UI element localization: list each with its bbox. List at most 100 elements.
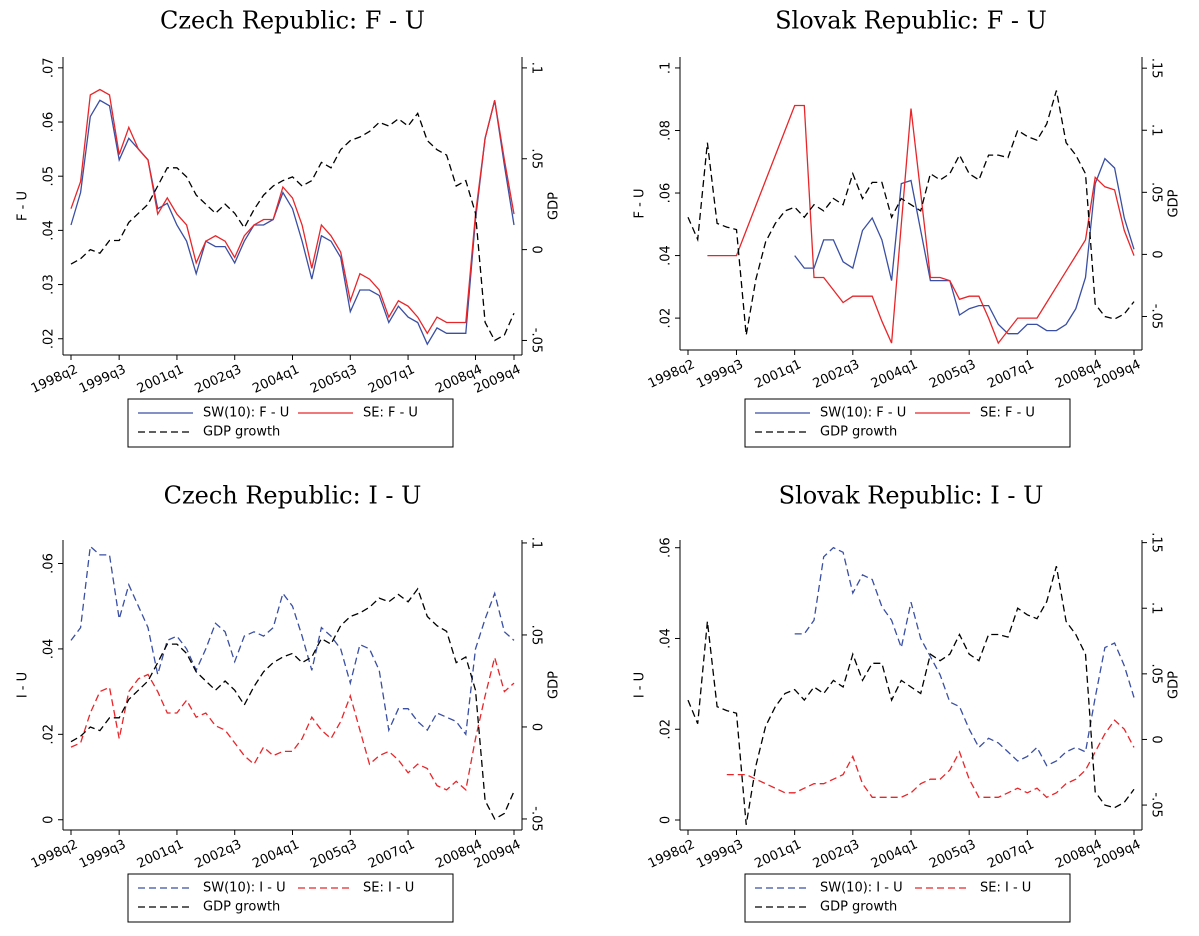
- legend-box: [744, 398, 1071, 448]
- y-tick-label: .03: [42, 274, 57, 295]
- y-tick-label: .06: [42, 553, 57, 574]
- y-tick-label: .08: [659, 120, 674, 141]
- x-tick-label: 1998q2: [29, 837, 80, 872]
- series-line: [687, 566, 1135, 825]
- y2-tick-label: -.05: [529, 328, 544, 353]
- chart-title: Czech Republic: I - U: [164, 482, 422, 510]
- x-tick-label: 2007q1: [985, 357, 1036, 392]
- x-tick-label: 2007q1: [985, 837, 1036, 872]
- x-tick-label: 2004q1: [250, 362, 301, 397]
- chart-panel: Czech Republic: F - U .02 .03 .04 .05 .06 .07 -…: [16, 7, 562, 448]
- legend-box: [744, 873, 1071, 923]
- y-tick-label: .02: [42, 328, 57, 349]
- y2-tick-label: -.05: [1149, 792, 1164, 817]
- y-tick-label: .02: [659, 308, 674, 329]
- x-tick-label: 2004q1: [869, 837, 920, 872]
- legend-box: [127, 398, 454, 448]
- y2-tick-label: .05: [1149, 182, 1164, 203]
- y2-tick-label: 0: [1149, 250, 1164, 258]
- legend-label: GDP growth: [203, 900, 280, 915]
- y-tick-label: .06: [42, 112, 57, 133]
- x-tick-label: 2005q3: [308, 362, 359, 397]
- chart-panel: Slovak Republic: F - U .02 .04 .06 .08 .1 -.05…: [633, 7, 1182, 448]
- x-tick-label: 2007q1: [366, 837, 417, 872]
- legend-label: GDP growth: [820, 900, 897, 915]
- y-axis-label: F - U: [16, 191, 31, 221]
- y2-tick-label: .15: [1149, 58, 1164, 79]
- legend-box: [127, 873, 454, 923]
- y-axis-label: F - U: [633, 189, 648, 219]
- legend-label: SE: I - U: [363, 881, 414, 896]
- x-tick-label: 2001q1: [753, 357, 804, 392]
- chart-title: Slovak Republic: F - U: [775, 7, 1047, 35]
- y-tick-label: .04: [42, 639, 57, 660]
- y2-axis-label: GDP: [547, 192, 562, 220]
- y-tick-label: .04: [659, 628, 674, 649]
- y-tick-label: .06: [659, 183, 674, 204]
- x-tick-label: 2002q3: [811, 357, 862, 392]
- y2-tick-label: .05: [529, 148, 544, 169]
- chart-title: Slovak Republic: I - U: [779, 482, 1044, 510]
- y-tick-label: .05: [42, 166, 57, 187]
- y-tick-label: .07: [42, 57, 57, 78]
- y-tick-label: 0: [659, 816, 674, 824]
- x-tick-label: 2001q1: [753, 837, 804, 872]
- x-tick-label: 2002q3: [811, 837, 862, 872]
- y-tick-label: .1: [659, 62, 674, 74]
- x-tick-label: 2004q1: [869, 357, 920, 392]
- series-line: [70, 99, 515, 346]
- y2-tick-label: .05: [529, 625, 544, 646]
- y2-tick-label: 0: [1149, 735, 1164, 743]
- chart-title: Czech Republic: F - U: [160, 7, 425, 35]
- series-line: [70, 111, 515, 342]
- y2-tick-label: -.05: [1149, 304, 1164, 329]
- y2-tick-label: 0: [529, 245, 544, 253]
- y-tick-label: .04: [42, 220, 57, 241]
- legend-label: SE: F - U: [980, 406, 1035, 421]
- y2-axis-label: GDP: [547, 671, 562, 699]
- legend-label: SW(10): F - U: [820, 406, 906, 421]
- legend-label: GDP growth: [820, 425, 897, 440]
- legend-label: SE: I - U: [980, 881, 1031, 896]
- x-tick-label: 2002q3: [193, 837, 244, 872]
- series-line: [794, 157, 1135, 335]
- legend-label: GDP growth: [203, 425, 280, 440]
- y2-axis-label: GDP: [1167, 671, 1182, 699]
- y2-tick-label: -.05: [529, 806, 544, 831]
- y2-tick-label: .1: [529, 537, 544, 549]
- x-tick-label: 2001q1: [135, 837, 186, 872]
- x-tick-label: 1999q3: [77, 837, 128, 872]
- series-line: [70, 587, 515, 820]
- y-axis-label: I - U: [633, 672, 648, 698]
- x-tick-label: 1999q3: [694, 837, 745, 872]
- x-tick-label: 1998q2: [646, 357, 697, 392]
- series-line: [687, 90, 1135, 336]
- x-tick-label: 2004q1: [250, 837, 301, 872]
- x-tick-label: 1998q2: [646, 837, 697, 872]
- y2-tick-label: .1: [529, 62, 544, 74]
- y2-tick-label: 0: [529, 723, 544, 731]
- y-tick-label: .02: [659, 719, 674, 740]
- x-tick-label: 2007q1: [366, 362, 417, 397]
- y-tick-label: 0: [42, 816, 57, 824]
- x-tick-label: 2005q3: [927, 357, 978, 392]
- y2-tick-label: .1: [1149, 602, 1164, 614]
- x-tick-label: 1998q2: [29, 362, 80, 397]
- y2-tick-label: .15: [1149, 532, 1164, 553]
- y-tick-label: .06: [659, 537, 674, 558]
- legend-label: SE: F - U: [363, 406, 418, 421]
- x-tick-label: 2001q1: [135, 362, 186, 397]
- y2-axis-label: GDP: [1167, 189, 1182, 217]
- legend-label: SW(10): I - U: [820, 881, 903, 896]
- x-tick-label: 2005q3: [308, 837, 359, 872]
- x-tick-label: 2005q3: [927, 837, 978, 872]
- chart-panel: Slovak Republic: I - U 0 .02 .04 .06 -.05 0 .05…: [633, 482, 1182, 923]
- y2-tick-label: .1: [1149, 124, 1164, 136]
- series-line: [707, 104, 1135, 345]
- legend-label: SW(10): F - U: [203, 406, 289, 421]
- chart-panel: Czech Republic: I - U 0 .02 .04 .06 -.05 0 .05.…: [16, 482, 562, 923]
- series-line: [70, 654, 515, 792]
- legend-label: SW(10): I - U: [203, 881, 286, 896]
